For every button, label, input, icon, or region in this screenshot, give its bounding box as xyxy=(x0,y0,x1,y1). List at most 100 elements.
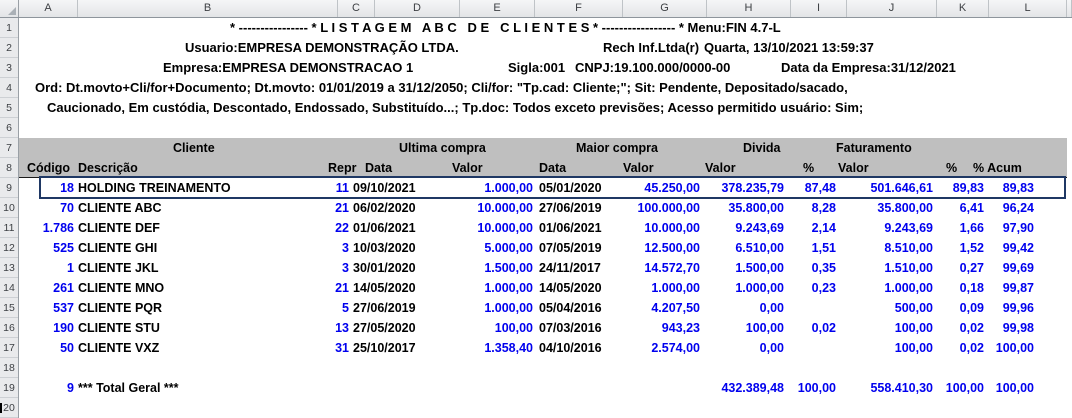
cell-maior-data[interactable]: 05/01/2020 xyxy=(539,181,602,195)
report-brand[interactable]: Rech Inf.Ltda(r) xyxy=(603,40,700,55)
report-filters-line1[interactable]: Ord: Dt.movto+Cli/for+Documento; Dt.movt… xyxy=(35,80,848,95)
col-header-pct-acum[interactable]: % Acum xyxy=(973,161,1022,175)
report-datetime[interactable]: Quarta, 13/10/2021 13:59:37 xyxy=(704,40,874,55)
cell-ultima-valor[interactable]: 1.500,00 xyxy=(484,261,533,275)
cell-faturamento-pct[interactable]: 0,02 xyxy=(959,321,984,335)
group-header-maior-compra[interactable]: Maior compra xyxy=(576,141,658,155)
cell-codigo[interactable]: 1.786 xyxy=(42,221,74,235)
cell-ultima-valor[interactable]: 1.000,00 xyxy=(484,301,533,315)
column-header-c[interactable]: C xyxy=(338,0,375,17)
cell-faturamento-valor[interactable]: 9.243,69 xyxy=(884,221,933,235)
column-header-e[interactable]: E xyxy=(460,0,535,17)
cell-divida-pct[interactable] xyxy=(776,338,836,358)
row-header-5[interactable]: 5 xyxy=(0,98,18,118)
cell-maior-valor[interactable]: 45.250,00 xyxy=(644,181,700,195)
cell-maior-data[interactable]: 27/06/2019 xyxy=(539,201,602,215)
group-header-divida[interactable]: Divida xyxy=(743,141,781,155)
report-sigla[interactable]: Sigla:001 xyxy=(508,60,566,75)
cell-divida-pct[interactable]: 8,28 xyxy=(811,201,836,215)
row-header-10[interactable]: 10 xyxy=(0,198,18,218)
row-header-6[interactable]: 6 xyxy=(0,118,18,138)
cell-total-label[interactable]: *** Total Geral *** xyxy=(78,381,179,395)
cell-divida-valor[interactable]: 6.510,00 xyxy=(735,241,784,255)
report-company-date[interactable]: Data da Empresa:31/12/2021 xyxy=(781,60,956,75)
col-header-divida-valor[interactable]: Valor xyxy=(705,161,736,175)
column-header-a[interactable]: A xyxy=(19,0,78,17)
cell-maior-valor[interactable]: 1.000,00 xyxy=(651,281,700,295)
column-header-k[interactable]: K xyxy=(937,0,989,17)
cell-pct-acum[interactable]: 99,69 xyxy=(1002,261,1034,275)
cell-maior-data[interactable]: 24/11/2017 xyxy=(539,261,601,275)
cell-divida-pct[interactable]: 1,51 xyxy=(811,241,836,255)
row-header-9[interactable]: 9 xyxy=(0,178,18,198)
cell-maior-valor[interactable]: 12.500,00 xyxy=(644,241,700,255)
cell-pct-acum[interactable]: 89,83 xyxy=(1002,181,1034,195)
cell-codigo[interactable]: 70 xyxy=(60,201,74,215)
col-header-descricao[interactable]: Descrição xyxy=(78,161,138,175)
col-header-ultima-valor[interactable]: Valor xyxy=(452,161,483,175)
cell-repr[interactable]: 11 xyxy=(335,181,349,195)
report-user[interactable]: Usuario:EMPRESA DEMONSTRAÇÃO LTDA. xyxy=(185,40,459,55)
cell-pct-acum[interactable]: 99,96 xyxy=(1002,301,1034,315)
row-header-8[interactable]: 8 xyxy=(0,158,18,178)
column-header-j[interactable]: J xyxy=(847,0,937,17)
cell-repr[interactable]: 3 xyxy=(342,241,349,255)
cell-maior-valor[interactable]: 2.574,00 xyxy=(651,341,700,355)
row-header-14[interactable]: 14 xyxy=(0,278,18,298)
row-header-20[interactable]: 20 xyxy=(0,398,18,418)
cell-faturamento-pct[interactable]: 0,09 xyxy=(959,301,984,315)
cell-codigo[interactable]: 18 xyxy=(60,181,74,195)
cell-total-pct-acum[interactable]: 100,00 xyxy=(995,381,1034,395)
row-header-3[interactable]: 3 xyxy=(0,58,18,78)
cell-pct-acum[interactable]: 96,24 xyxy=(1002,201,1034,215)
cell-divida-valor[interactable]: 0,00 xyxy=(759,301,784,315)
cell-faturamento-pct[interactable]: 89,83 xyxy=(952,181,984,195)
cell-ultima-data[interactable]: 27/05/2020 xyxy=(353,321,416,335)
cell-divida-valor[interactable]: 1.500,00 xyxy=(735,261,784,275)
row-header-7[interactable]: 7 xyxy=(0,138,18,158)
cell-descricao[interactable]: CLIENTE ABC xyxy=(78,201,162,215)
cell-faturamento-valor[interactable]: 1.000,00 xyxy=(884,281,933,295)
cell-pct-acum[interactable]: 99,98 xyxy=(1002,321,1034,335)
col-header-maior-data[interactable]: Data xyxy=(539,161,567,175)
cell-faturamento-valor[interactable]: 1.510,00 xyxy=(884,261,933,275)
cell-divida-valor[interactable]: 378.235,79 xyxy=(721,181,784,195)
cell-repr[interactable]: 21 xyxy=(335,281,349,295)
column-header-f[interactable]: F xyxy=(535,0,623,17)
cell-descricao[interactable]: CLIENTE DEF xyxy=(78,221,160,235)
cell-maior-data[interactable]: 01/06/2021 xyxy=(539,221,602,235)
cell-codigo[interactable]: 537 xyxy=(53,301,74,315)
cell-pct-acum[interactable]: 99,42 xyxy=(1002,241,1034,255)
cell-divida-valor[interactable]: 100,00 xyxy=(745,321,784,335)
cell-ultima-valor[interactable]: 5.000,00 xyxy=(484,241,533,255)
col-header-codigo[interactable]: Código xyxy=(27,161,71,175)
column-header-l[interactable]: L xyxy=(989,0,1067,17)
cell-maior-valor[interactable]: 14.572,70 xyxy=(644,261,700,275)
cell-faturamento-pct[interactable]: 1,52 xyxy=(959,241,984,255)
cell-ultima-data[interactable]: 30/01/2020 xyxy=(353,261,416,275)
cell-faturamento-pct[interactable]: 1,66 xyxy=(959,221,984,235)
cell-divida-pct[interactable]: 87,48 xyxy=(804,181,836,195)
cell-faturamento-valor[interactable]: 100,00 xyxy=(894,321,933,335)
cell-total-faturamento-pct[interactable]: 100,00 xyxy=(945,381,984,395)
cell-total-faturamento-valor[interactable]: 558.410,30 xyxy=(870,381,933,395)
col-header-repr[interactable]: Repr xyxy=(328,161,357,175)
select-all-corner[interactable] xyxy=(0,0,19,17)
cell-divida-pct[interactable]: 0,35 xyxy=(811,261,836,275)
column-header-h[interactable]: H xyxy=(707,0,791,17)
cell-ultima-valor[interactable]: 10.000,00 xyxy=(477,221,533,235)
cell-faturamento-valor[interactable]: 501.646,61 xyxy=(870,181,933,195)
cell-divida-valor[interactable]: 9.243,69 xyxy=(735,221,784,235)
cell-codigo[interactable]: 525 xyxy=(53,241,74,255)
cell-divida-pct[interactable]: 0,23 xyxy=(811,281,836,295)
cell-codigo[interactable]: 190 xyxy=(53,321,74,335)
column-header-g[interactable]: G xyxy=(623,0,707,17)
cell-maior-data[interactable]: 14/05/2020 xyxy=(539,281,602,295)
cell-divida-pct[interactable]: 0,02 xyxy=(811,321,836,335)
cell-descricao[interactable]: CLIENTE PQR xyxy=(78,301,163,315)
cell-repr[interactable]: 22 xyxy=(335,221,349,235)
group-header-faturamento[interactable]: Faturamento xyxy=(836,141,912,155)
cell-divida-valor[interactable]: 35.800,00 xyxy=(728,201,784,215)
cell-faturamento-valor[interactable]: 35.800,00 xyxy=(877,201,933,215)
row-header-1[interactable]: 1 xyxy=(0,18,18,38)
